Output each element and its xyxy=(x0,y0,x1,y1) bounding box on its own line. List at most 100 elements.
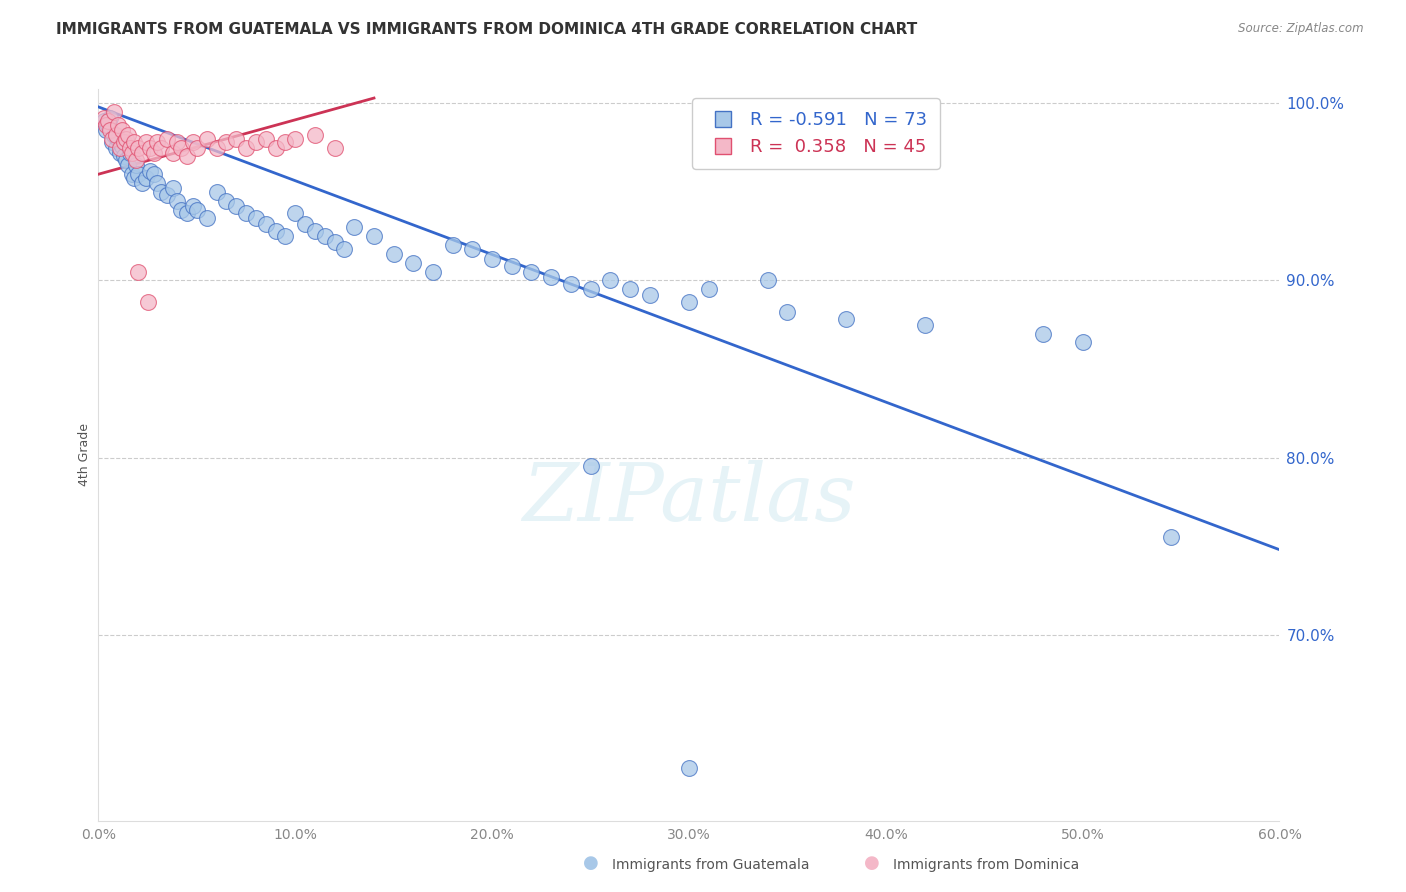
Point xyxy=(186,141,208,155)
Point xyxy=(156,132,179,146)
Text: IMMIGRANTS FROM GUATEMALA VS IMMIGRANTS FROM DOMINICA 4TH GRADE CORRELATION CHAR: IMMIGRANTS FROM GUATEMALA VS IMMIGRANTS … xyxy=(56,22,918,37)
Point xyxy=(146,176,169,190)
Point xyxy=(111,123,134,137)
Point xyxy=(363,229,385,244)
Point xyxy=(108,141,131,155)
Point xyxy=(205,141,228,155)
Point xyxy=(98,123,121,137)
Point xyxy=(678,760,700,774)
Point xyxy=(117,128,139,143)
Point xyxy=(107,118,129,132)
Point xyxy=(115,153,138,167)
Point xyxy=(323,141,346,155)
Point xyxy=(112,149,135,163)
Point xyxy=(195,211,218,226)
Point xyxy=(101,136,124,150)
Point xyxy=(274,229,297,244)
Point xyxy=(540,269,562,284)
Point xyxy=(181,199,204,213)
Point xyxy=(638,287,661,301)
Point xyxy=(176,206,198,220)
Point xyxy=(225,199,247,213)
Point xyxy=(215,194,238,208)
Point xyxy=(97,114,120,128)
Y-axis label: 4th Grade: 4th Grade xyxy=(79,424,91,486)
Text: Source: ZipAtlas.com: Source: ZipAtlas.com xyxy=(1239,22,1364,36)
Text: ●: ● xyxy=(582,855,599,872)
Point xyxy=(176,149,198,163)
Text: ●: ● xyxy=(863,855,880,872)
Point xyxy=(118,141,141,155)
Point xyxy=(678,294,700,309)
Point xyxy=(481,252,503,267)
Point xyxy=(150,185,173,199)
Point xyxy=(170,141,193,155)
Point xyxy=(254,132,277,146)
Point xyxy=(225,132,247,146)
Point xyxy=(1160,530,1182,544)
Point xyxy=(122,136,145,150)
Point xyxy=(162,181,184,195)
Point xyxy=(1071,335,1094,350)
Point xyxy=(125,153,148,167)
Point xyxy=(579,282,602,296)
Point xyxy=(294,217,316,231)
Point xyxy=(122,170,145,185)
Point xyxy=(520,265,543,279)
Point xyxy=(108,145,131,160)
Point xyxy=(697,282,720,296)
Legend: R = -0.591   N = 73, R =  0.358   N = 45: R = -0.591 N = 73, R = 0.358 N = 45 xyxy=(692,98,939,169)
Point xyxy=(461,242,484,256)
Point xyxy=(127,167,149,181)
Point xyxy=(343,220,366,235)
Point xyxy=(111,139,134,153)
Point xyxy=(619,282,641,296)
Point xyxy=(118,145,141,160)
Point xyxy=(402,256,425,270)
Point xyxy=(166,194,188,208)
Point xyxy=(215,136,238,150)
Point xyxy=(274,136,297,150)
Point xyxy=(382,247,405,261)
Point xyxy=(323,235,346,249)
Point xyxy=(93,114,115,128)
Point xyxy=(112,136,135,150)
Point xyxy=(284,206,307,220)
Point xyxy=(131,145,153,160)
Point xyxy=(181,136,204,150)
Text: Immigrants from Guatemala: Immigrants from Guatemala xyxy=(612,858,808,872)
Point xyxy=(195,132,218,146)
Point xyxy=(333,242,356,256)
Point xyxy=(560,277,582,291)
Point xyxy=(501,260,523,274)
Point xyxy=(105,128,128,143)
Point xyxy=(254,217,277,231)
Point xyxy=(1032,326,1054,341)
Point xyxy=(245,211,267,226)
Point xyxy=(186,202,208,217)
Point xyxy=(264,141,287,155)
Point xyxy=(135,136,157,150)
Point xyxy=(96,123,118,137)
Point xyxy=(127,141,149,155)
Point xyxy=(101,132,124,146)
Point xyxy=(170,202,193,217)
Point xyxy=(150,141,173,155)
Point xyxy=(103,105,125,120)
Point xyxy=(264,224,287,238)
Point xyxy=(136,294,159,309)
Point xyxy=(121,167,143,181)
Point xyxy=(107,132,129,146)
Point xyxy=(131,176,153,190)
Point xyxy=(235,206,257,220)
Point xyxy=(162,145,184,160)
Point xyxy=(98,111,121,125)
Point xyxy=(235,141,257,155)
Point xyxy=(138,141,160,155)
Point xyxy=(166,136,188,150)
Point xyxy=(146,136,169,150)
Point xyxy=(599,273,621,287)
Point xyxy=(914,318,936,332)
Point xyxy=(156,188,179,202)
Point xyxy=(441,238,464,252)
